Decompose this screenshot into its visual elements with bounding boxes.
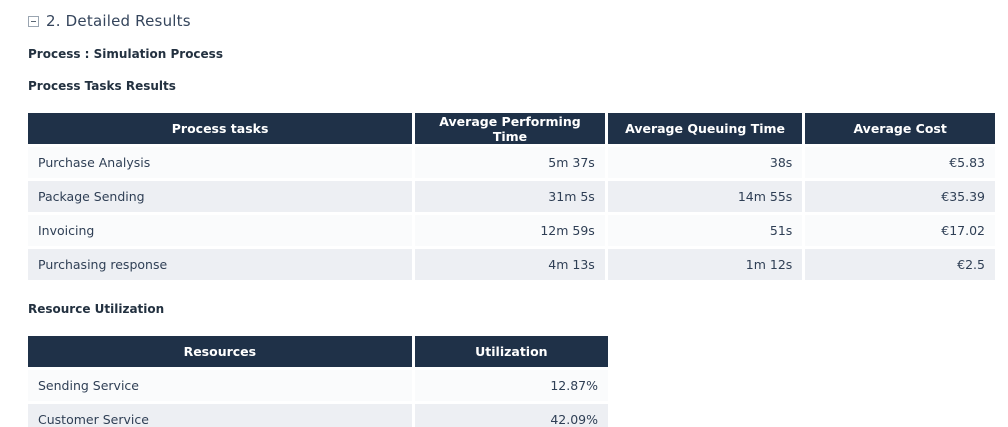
table-row: Purchase Analysis 5m 37s 38s €5.83 (28, 147, 995, 178)
cost-cell: €35.39 (805, 181, 995, 212)
resource-name-cell: Customer Service (28, 404, 412, 427)
performing-time-cell: 12m 59s (415, 215, 605, 246)
table-header-row: Resources Utilization (28, 336, 608, 367)
collapse-minus-icon[interactable] (28, 15, 39, 27)
task-name-cell: Invoicing (28, 215, 413, 246)
resource-utilization-label: Resource Utilization (28, 302, 165, 316)
table-row: Sending Service 12.87% (28, 370, 608, 401)
queuing-time-cell: 51s (607, 215, 803, 246)
cost-cell: €2.5 (805, 249, 995, 280)
process-name-label: Process : Simulation Process (28, 47, 223, 61)
queuing-time-cell: 38s (607, 147, 803, 178)
task-name-cell: Purchasing response (28, 249, 413, 280)
table-row: Customer Service 42.09% (28, 404, 608, 427)
performing-time-cell: 31m 5s (415, 181, 605, 212)
column-header-resources: Resources (28, 336, 412, 367)
cost-cell: €5.83 (805, 147, 995, 178)
table-row: Package Sending 31m 5s 14m 55s €35.39 (28, 181, 995, 212)
section-title: 2. Detailed Results (46, 12, 191, 30)
performing-time-cell: 4m 13s (415, 249, 605, 280)
section-header: 2. Detailed Results (28, 12, 1008, 30)
column-header-avg-cost: Average Cost (805, 113, 995, 144)
queuing-time-cell: 1m 12s (607, 249, 803, 280)
column-header-process-tasks: Process tasks (28, 113, 413, 144)
table-row: Invoicing 12m 59s 51s €17.02 (28, 215, 995, 246)
resource-utilization-table: Resources Utilization Sending Service 12… (25, 333, 611, 427)
performing-time-cell: 5m 37s (415, 147, 605, 178)
cost-cell: €17.02 (805, 215, 995, 246)
table-row: Purchasing response 4m 13s 1m 12s €2.5 (28, 249, 995, 280)
task-name-cell: Purchase Analysis (28, 147, 413, 178)
utilization-cell: 42.09% (414, 404, 608, 427)
column-header-avg-performing-time: Average Performing Time (415, 113, 605, 144)
process-tasks-results-label: Process Tasks Results (28, 79, 176, 93)
process-tasks-table: Process tasks Average Performing Time Av… (25, 110, 998, 283)
table-header-row: Process tasks Average Performing Time Av… (28, 113, 995, 144)
column-header-utilization: Utilization (414, 336, 608, 367)
task-name-cell: Package Sending (28, 181, 413, 212)
utilization-cell: 12.87% (414, 370, 608, 401)
resource-name-cell: Sending Service (28, 370, 412, 401)
queuing-time-cell: 14m 55s (607, 181, 803, 212)
column-header-avg-queuing-time: Average Queuing Time (607, 113, 803, 144)
